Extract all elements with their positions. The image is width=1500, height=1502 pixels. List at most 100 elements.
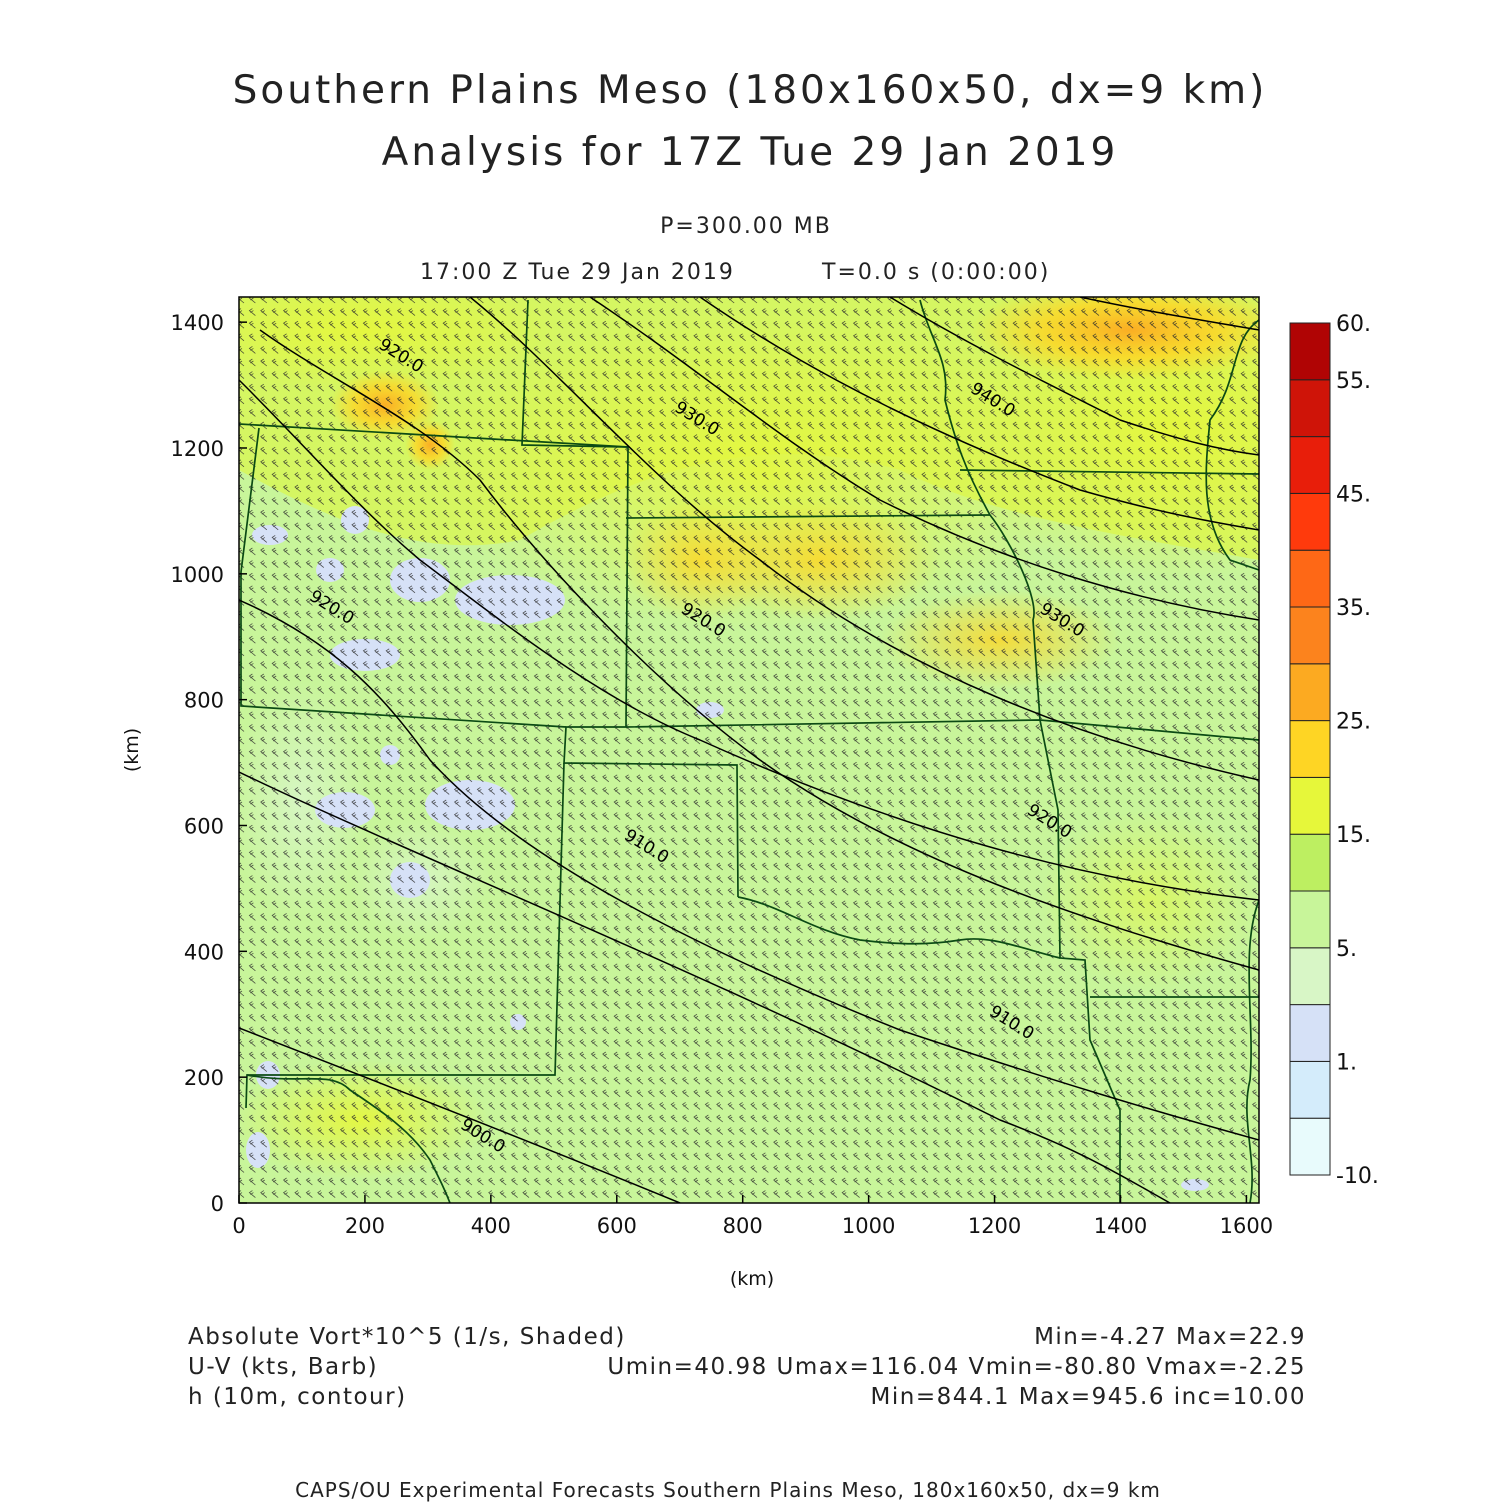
wind-barb <box>613 346 621 354</box>
wind-barb <box>1012 308 1020 316</box>
wind-barb <box>282 297 290 304</box>
wind-barb <box>1172 383 1180 392</box>
wind-barb <box>499 308 507 316</box>
wind-barb <box>328 421 336 430</box>
wind-barb <box>1240 297 1248 304</box>
wind-barb <box>602 297 610 304</box>
wind-barb <box>488 346 496 354</box>
wind-barb <box>875 358 883 367</box>
wind-barb <box>761 297 769 304</box>
wind-barb <box>750 383 758 392</box>
wind-barb <box>1058 297 1066 304</box>
wind-barb <box>1126 333 1134 342</box>
wind-barb <box>1069 371 1077 379</box>
wind-barb <box>271 383 279 392</box>
wind-barb <box>852 333 860 342</box>
wind-barb <box>1092 333 1100 342</box>
wind-barb <box>282 320 290 329</box>
wind-barb <box>408 333 416 342</box>
wind-barb <box>419 409 427 417</box>
wind-barb <box>1103 396 1111 405</box>
wind-barb <box>1172 333 1180 342</box>
wind-barb <box>453 383 461 392</box>
wind-barb <box>305 421 313 430</box>
wind-barb <box>727 308 735 316</box>
wind-barb <box>1080 346 1088 354</box>
wind-barb <box>1183 358 1191 367</box>
wind-barb <box>613 371 621 379</box>
wind-barb <box>932 297 940 304</box>
wind-barb <box>602 358 610 367</box>
wind-barb <box>807 308 815 316</box>
wind-barb <box>852 383 860 392</box>
wind-barb <box>1058 346 1066 354</box>
wind-barb <box>545 297 553 304</box>
wind-barb <box>955 396 963 405</box>
wind-barb <box>1001 371 1009 379</box>
wind-barb <box>659 297 667 304</box>
wind-barb <box>1069 409 1077 417</box>
wind-barb <box>317 308 325 316</box>
wind-barb <box>1012 409 1020 417</box>
wind-barb <box>510 371 518 379</box>
wind-barb <box>533 409 541 417</box>
wind-barb <box>909 421 917 430</box>
wind-barb <box>1115 383 1123 392</box>
wind-barb <box>545 333 553 342</box>
wind-barb <box>887 320 895 329</box>
wind-barb <box>613 383 621 392</box>
wind-barb <box>795 346 803 354</box>
wind-barb <box>260 333 268 342</box>
wind-barb <box>317 358 325 367</box>
wind-barb <box>556 371 564 379</box>
wind-barb <box>545 371 553 379</box>
wind-barb <box>328 396 336 405</box>
wind-barb <box>294 320 302 329</box>
wind-barb <box>453 421 461 430</box>
wind-barb <box>1001 383 1009 392</box>
wind-barb <box>1115 396 1123 405</box>
wind-barb <box>339 371 347 379</box>
wind-barb <box>465 409 473 417</box>
wind-barb <box>647 358 655 367</box>
wind-barb <box>533 320 541 329</box>
wind-barb <box>1194 371 1202 379</box>
wind-barb <box>556 421 564 430</box>
wind-barb <box>670 383 678 392</box>
wind-barb <box>1229 396 1237 405</box>
wind-barb <box>704 297 712 304</box>
wind-barb <box>636 320 644 329</box>
wind-barb <box>465 320 473 329</box>
wind-barb <box>670 308 678 316</box>
wind-barb <box>1103 308 1111 316</box>
wind-barb <box>442 409 450 417</box>
wind-barb <box>1046 421 1054 430</box>
wind-barb <box>1080 409 1088 417</box>
wind-barb <box>1046 358 1054 367</box>
wind-barb <box>282 409 290 417</box>
wind-barb <box>248 358 256 367</box>
wind-barb <box>556 358 564 367</box>
wind-barb <box>613 320 621 329</box>
wind-barb <box>396 409 404 417</box>
wind-barb <box>1080 371 1088 379</box>
wind-barb <box>1160 409 1168 417</box>
wind-barb <box>1160 333 1168 342</box>
wind-barb <box>1092 409 1100 417</box>
wind-barb <box>1058 320 1066 329</box>
wind-barb <box>442 383 450 392</box>
wind-barb <box>282 308 290 316</box>
wind-barb <box>1069 333 1077 342</box>
wind-barb <box>431 358 439 367</box>
wind-barb <box>761 383 769 392</box>
wind-barb <box>1217 358 1225 367</box>
wind-barb <box>681 383 689 392</box>
wind-barb <box>670 396 678 405</box>
wind-barb <box>488 409 496 417</box>
wind-barb <box>579 346 587 354</box>
wind-barb <box>864 333 872 342</box>
wind-barb <box>978 308 986 316</box>
wind-barb <box>556 346 564 354</box>
wind-barb <box>1149 297 1157 304</box>
wind-barb <box>488 333 496 342</box>
